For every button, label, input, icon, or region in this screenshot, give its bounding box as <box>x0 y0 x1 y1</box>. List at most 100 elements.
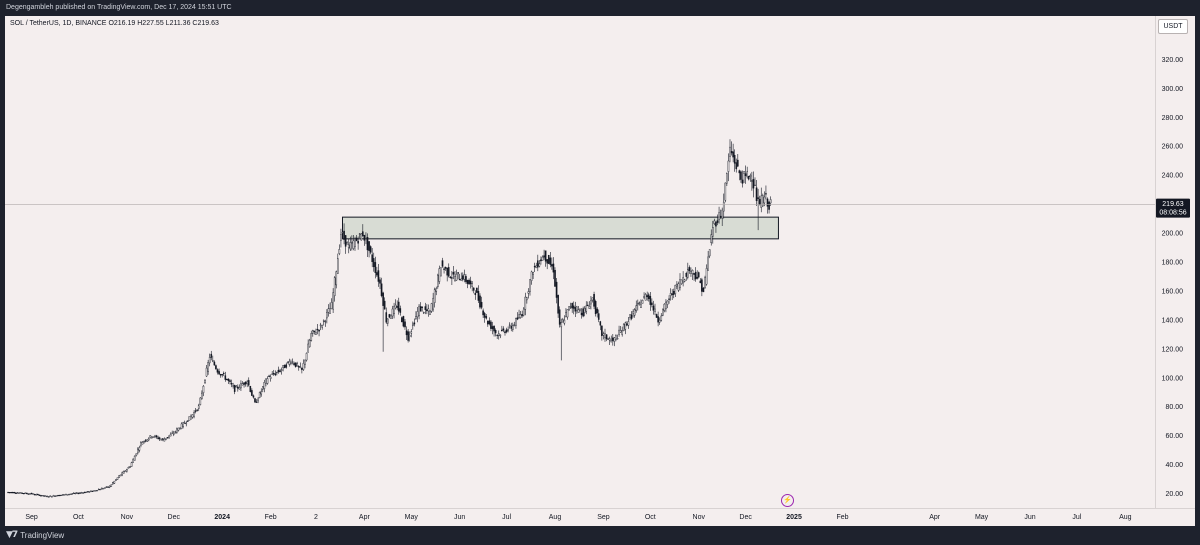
candle-body <box>152 436 155 438</box>
candle-body <box>21 492 23 494</box>
candle-body <box>612 337 614 341</box>
tradingview-logo[interactable]: ▼7 TradingView <box>6 526 64 545</box>
candle-body <box>49 495 52 497</box>
x-tick-label: Oct <box>645 514 656 521</box>
candle-body <box>682 277 684 283</box>
candle-body <box>646 295 648 298</box>
candle-body <box>701 279 703 292</box>
price-scale[interactable] <box>1155 16 1195 508</box>
x-tick-label: Nov <box>121 514 134 521</box>
candle-body <box>258 392 261 398</box>
x-tick-label: Jun <box>454 514 465 521</box>
candle-body <box>569 306 572 308</box>
y-tick-label: 40.00 <box>1165 462 1183 469</box>
candle-body <box>687 269 689 278</box>
candle-body <box>671 293 673 295</box>
y-tick-label: 240.00 <box>1162 173 1184 180</box>
candle-body <box>91 490 94 492</box>
candle-body <box>238 387 241 390</box>
time-scale[interactable] <box>5 508 1195 526</box>
candle-body <box>421 306 423 308</box>
candle-body <box>74 492 77 495</box>
candle-body <box>618 329 620 335</box>
candle-body <box>755 187 758 202</box>
candle-body <box>457 272 459 274</box>
currency-button[interactable]: USDT <box>1158 19 1188 34</box>
chart-pane[interactable] <box>5 16 1155 508</box>
candle-body <box>19 492 22 494</box>
candle-body <box>305 353 308 361</box>
candle-body <box>660 315 663 321</box>
candle-body <box>182 422 184 427</box>
candle-body <box>146 439 148 442</box>
candle-body <box>197 405 200 409</box>
candle-body <box>551 264 553 267</box>
candle-body <box>604 333 606 338</box>
candle-body <box>588 306 591 309</box>
candle-body <box>522 308 525 316</box>
candle-body <box>90 490 92 492</box>
candle-body <box>746 171 748 178</box>
candle-body <box>394 304 397 309</box>
candle-body <box>680 279 683 285</box>
candle-body <box>632 311 634 314</box>
candle-body <box>143 440 145 443</box>
candle-body <box>362 231 364 236</box>
y-tick-label: 300.00 <box>1162 86 1184 93</box>
candle-body <box>740 171 742 180</box>
candle-body <box>397 301 400 312</box>
candle-body <box>104 487 106 489</box>
candle-body <box>415 316 417 319</box>
x-tick-label: Nov <box>693 514 706 521</box>
candle-body <box>366 236 369 251</box>
candle-body <box>16 492 19 494</box>
candle-body <box>463 274 466 280</box>
candle-body <box>121 472 123 476</box>
candle-body <box>40 495 42 497</box>
candle-body <box>338 249 341 254</box>
candle-body <box>265 378 267 384</box>
candle-body <box>163 438 166 442</box>
candle-body <box>344 235 347 247</box>
candle-body <box>41 495 44 497</box>
candle-body <box>644 294 647 301</box>
candle-body <box>379 279 381 284</box>
candle-body <box>76 492 78 494</box>
x-tick-label: Sep <box>25 514 38 521</box>
candle-body <box>418 305 420 316</box>
candle-body <box>443 268 445 270</box>
candle-body <box>291 361 294 363</box>
candle-body <box>297 366 300 368</box>
candle-body <box>149 435 152 438</box>
candle-body <box>718 212 720 220</box>
candle-body <box>269 376 272 379</box>
candle-body <box>705 268 708 285</box>
candle-body <box>240 383 242 389</box>
candle-body <box>157 437 159 440</box>
candle-body <box>601 325 603 336</box>
candle-body <box>341 232 344 234</box>
lightning-icon[interactable]: ⚡ <box>781 494 794 507</box>
candle-body <box>752 179 755 189</box>
candle-body <box>571 303 573 309</box>
candle-body <box>232 385 234 387</box>
candle-body <box>110 484 113 487</box>
candle-body <box>24 492 27 494</box>
candle-body <box>80 492 83 494</box>
candle-body <box>635 305 638 311</box>
candle-body <box>751 180 753 182</box>
candle-body <box>652 305 655 311</box>
candle-body <box>140 442 142 446</box>
candle-body <box>399 308 402 313</box>
candle-body <box>38 494 41 496</box>
candle-body <box>541 256 544 261</box>
candle-body <box>215 365 217 370</box>
x-tick-label: Aug <box>1119 514 1132 521</box>
candle-body <box>552 263 555 273</box>
candle-body <box>730 151 733 154</box>
candle-body <box>246 381 248 384</box>
candle-body <box>94 490 97 492</box>
candle-body <box>502 328 505 331</box>
